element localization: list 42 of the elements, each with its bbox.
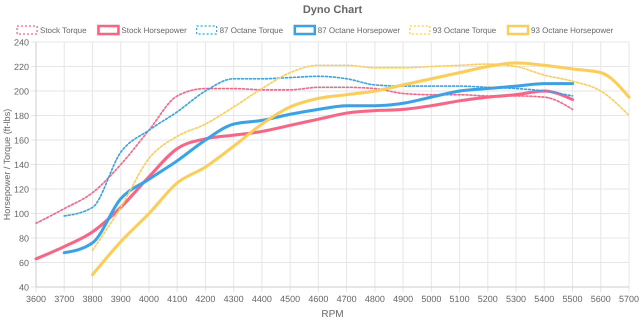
x-tick-label: 5200 xyxy=(478,294,498,304)
x-tick-label: 4700 xyxy=(336,294,357,304)
x-tick-label: 5100 xyxy=(450,294,470,304)
x-tick-label: 4800 xyxy=(364,294,385,304)
x-tick-label: 4500 xyxy=(280,294,300,304)
x-tick-label: 4900 xyxy=(393,294,414,304)
y-tick-label: 240 xyxy=(14,38,29,48)
x-tick-label: 3800 xyxy=(82,294,102,304)
y-tick-label: 200 xyxy=(14,86,29,96)
x-tick-label: 4400 xyxy=(252,294,272,304)
legend-label: Stock Torque xyxy=(40,26,88,35)
y-tick-label: 100 xyxy=(14,209,29,219)
x-tick-label: 3600 xyxy=(26,294,46,304)
y-tick-label: 60 xyxy=(18,258,29,268)
x-tick-label: 4600 xyxy=(308,294,328,304)
x-tick-label: 5500 xyxy=(562,294,583,304)
y-tick-label: 180 xyxy=(14,111,29,121)
y-tick-label: 140 xyxy=(14,160,29,170)
x-tick-label: 5400 xyxy=(534,294,554,304)
legend-label: 87 Octane Horsepower xyxy=(318,26,400,35)
x-axis-title: RPM xyxy=(321,309,344,320)
x-tick-label: 4300 xyxy=(224,294,244,304)
y-axis-title: Horsepower / Torque (ft-lbs) xyxy=(2,108,12,220)
y-tick-label: 160 xyxy=(14,136,29,146)
y-tick-label: 40 xyxy=(18,282,29,292)
legend-label: 87 Octane Torque xyxy=(220,26,284,35)
x-tick-label: 4100 xyxy=(167,294,188,304)
chart-title: Dyno Chart xyxy=(302,4,362,16)
x-tick-label: 3700 xyxy=(54,294,74,304)
x-tick-label: 3900 xyxy=(110,294,131,304)
y-tick-label: 120 xyxy=(14,184,29,194)
x-tick-label: 4200 xyxy=(195,294,216,304)
x-tick-label: 5000 xyxy=(421,294,442,304)
y-tick-label: 220 xyxy=(14,62,29,72)
legend-label: 93 Octane Torque xyxy=(432,26,497,35)
legend-label: Stock Horsepower xyxy=(121,26,188,35)
x-tick-label: 5300 xyxy=(506,294,526,304)
y-tick-label: 80 xyxy=(18,234,29,244)
x-tick-label: 5700 xyxy=(618,294,640,304)
legend-label: 93 Octane Horsepower xyxy=(531,26,614,35)
x-tick-label: 5600 xyxy=(590,294,611,304)
x-tick-label: 4000 xyxy=(138,294,159,304)
